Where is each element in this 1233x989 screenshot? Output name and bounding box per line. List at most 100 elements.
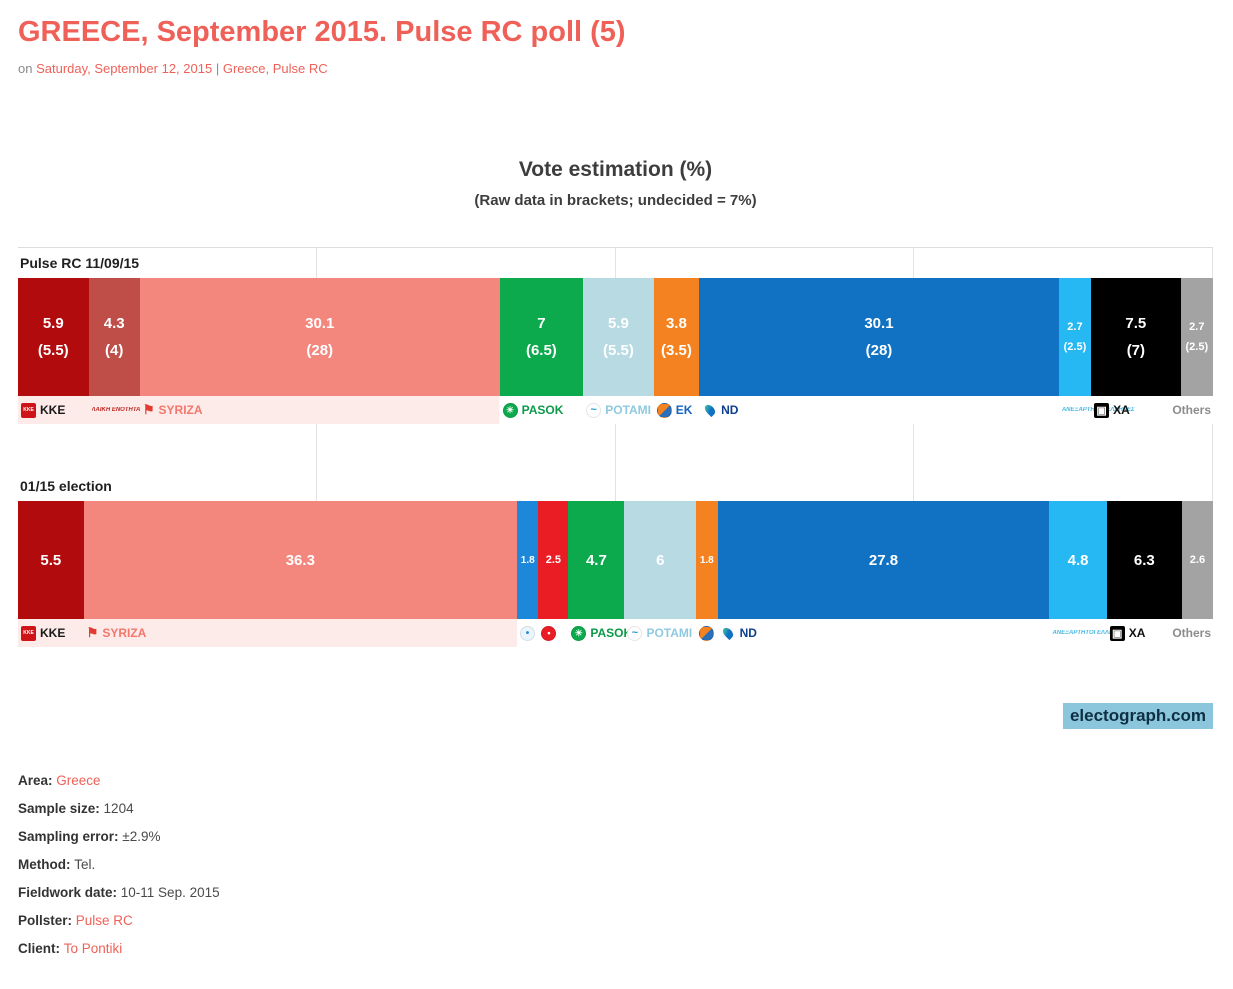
- segment-raw-value: (2.5): [1185, 340, 1209, 353]
- segment-raw-value: (2.5): [1063, 340, 1087, 353]
- detail-row-area: Area: Greece: [18, 773, 1213, 789]
- segment-value: 3.8: [665, 314, 687, 332]
- party-label-ek: EK: [654, 396, 693, 424]
- segment-raw-value: (5.5): [37, 342, 69, 360]
- detail-label: Client:: [18, 941, 64, 956]
- bar-segment-xa: 7.5 (7): [1091, 278, 1181, 396]
- bar-segment-teleia: 1.8: [517, 501, 539, 619]
- segment-value: 2.5: [545, 554, 562, 566]
- stacked-bar: 5.9 (5.5) 4.3 (4) 30.1 (28) 7 (6.5) 5.9 (5.5) 3.8 (…: [18, 278, 1213, 396]
- anel-logo-icon: ΑΝΕΞΑΡΤΗΤΟΙ ΕΛΛΗΝΕΣ: [1052, 630, 1126, 636]
- poll-details: Area: Greece Sample size: 1204 Sampling er…: [18, 773, 1213, 957]
- nd-flame-shape: [702, 402, 717, 418]
- party-label-anel: ΑΝΕΞΑΡΤΗΤΟΙ ΕΛΛΗΝΕΣ: [1049, 619, 1125, 647]
- ek-logo-icon: [699, 625, 715, 641]
- detail-value[interactable]: Greece: [56, 773, 101, 788]
- detail-label: Sample size:: [18, 801, 104, 816]
- bar-segment-nd: 30.1 (28): [699, 278, 1059, 396]
- party-label-kke: KKE KKE: [18, 619, 65, 647]
- bar-segment-nd: 27.8: [717, 501, 1050, 619]
- detail-label: Sampling error:: [18, 829, 123, 844]
- bar-segment-kke: 5.5: [18, 501, 84, 619]
- party-label-teleia: •: [517, 619, 535, 647]
- detail-row-method: Method: Tel.: [18, 857, 1213, 873]
- xa-logo-icon: ▣: [1109, 625, 1125, 641]
- potami-logo-icon: ~: [627, 625, 643, 641]
- party-label-others: Others: [1169, 396, 1211, 424]
- segment-value: 2.7: [1189, 321, 1205, 334]
- party-label-potami: ~ POTAMI: [624, 619, 692, 647]
- party-name: PASOK: [590, 626, 633, 640]
- category-link-pulse-rc[interactable]: Pulse RC: [272, 61, 328, 76]
- party-label-pasok: ☀ PASOK: [568, 619, 632, 647]
- party-label-row: KKE KKE ΛΑΪΚΗ ΕΝΟΤΗΤΑ ⚑ SYRIZA ☀ PASOK ~ POTAMI E…: [18, 396, 1213, 424]
- lae-logo-icon: ΛΑΪΚΗ ΕΝΟΤΗΤΑ: [91, 407, 141, 413]
- category-link-greece[interactable]: Greece: [222, 61, 266, 76]
- segment-value: 5.5: [40, 551, 62, 569]
- party-name: POTAMI: [605, 403, 652, 417]
- bar-segment-ek: 1.8: [696, 501, 718, 619]
- party-name: ND: [721, 403, 739, 417]
- bar-segment-anel: 4.8: [1049, 501, 1107, 619]
- bar-segment-xa: 6.3: [1106, 501, 1182, 619]
- segment-value: 27.8: [868, 551, 899, 569]
- party-label-potami: ~ POTAMI: [583, 396, 651, 424]
- bar-segment-kidiso: 2.5: [538, 501, 569, 619]
- party-label-xa: ▣ XA: [1107, 619, 1146, 647]
- detail-row-sample-size: Sample size: 1204: [18, 801, 1213, 817]
- party-name: XA: [1113, 403, 1130, 417]
- meta-separator: |: [215, 61, 220, 76]
- party-label-others: Others: [1169, 619, 1211, 647]
- segment-value: 2.6: [1189, 554, 1206, 566]
- chart-subtitle: (Raw data in brackets; undecided = 7%): [474, 192, 757, 209]
- party-label-kke: KKE KKE: [18, 396, 65, 424]
- party-name: KKE: [40, 626, 66, 640]
- detail-value: 1204: [103, 801, 134, 816]
- nd-logo-icon: [702, 402, 717, 418]
- segment-value: 2.7: [1067, 321, 1083, 334]
- segment-value: 36.3: [285, 551, 315, 569]
- bar-segment-others: 2.6: [1181, 501, 1213, 619]
- xa-logo-icon: ▣: [1094, 402, 1110, 418]
- segment-raw-value: (28): [306, 342, 334, 360]
- pasok-logo-icon: ☀: [571, 625, 587, 641]
- detail-value[interactable]: To Pontiki: [63, 941, 123, 956]
- poll-bar-block-1: Pulse RC 11/09/15 5.9 (5.5) 4.3 (4) 30.1 (28) 7…: [18, 248, 1213, 424]
- party-label-syriza: ⚑ SYRIZA: [140, 396, 203, 424]
- segment-raw-value: (4): [105, 342, 124, 360]
- segment-value: 30.1: [305, 314, 335, 332]
- bar-segment-syriza: 36.3: [83, 501, 517, 619]
- party-name: Others: [1172, 403, 1211, 417]
- party-name: SYRIZA: [158, 403, 203, 417]
- segment-value: 4.3: [103, 314, 125, 332]
- segment-value: 5.9: [42, 314, 64, 332]
- bar-row-title: Pulse RC 11/09/15: [20, 255, 140, 271]
- detail-label: Pollster:: [18, 913, 76, 928]
- segment-raw-value: (6.5): [525, 342, 557, 360]
- party-name: EK: [675, 403, 693, 417]
- party-name: XA: [1128, 626, 1146, 640]
- bar-segment-pasok: 4.7: [568, 501, 625, 619]
- detail-value: ±2.9%: [122, 829, 161, 844]
- detail-value[interactable]: Pulse RC: [75, 913, 133, 928]
- segment-value: 7: [537, 314, 546, 332]
- party-label-kidiso: •: [538, 619, 557, 647]
- post-date-link[interactable]: Saturday, September 12, 2015: [36, 61, 213, 76]
- bar-segment-ek: 3.8 (3.5): [653, 278, 700, 396]
- segment-value: 6.3: [1133, 551, 1155, 569]
- nd-logo-icon: [720, 625, 736, 641]
- segment-raw-value: (3.5): [660, 342, 692, 360]
- meta-prefix: on: [18, 61, 33, 76]
- kke-logo-icon: KKE: [21, 625, 36, 641]
- teleia-logo-icon: •: [520, 625, 535, 641]
- bar-row-title: 01/15 election: [20, 478, 112, 494]
- party-label-xa: ▣ XA: [1091, 396, 1130, 424]
- chart-title: Vote estimation (%): [518, 158, 713, 181]
- bar-segment-potami: 6: [624, 501, 697, 619]
- potami-logo-icon: ~: [586, 402, 602, 418]
- segment-raw-value: (28): [865, 342, 893, 360]
- gridline-50pct: [614, 248, 616, 647]
- segment-value: 1.8: [699, 554, 714, 566]
- plot-area: Pulse RC 11/09/15 5.9 (5.5) 4.3 (4) 30.1 (28) 7…: [18, 247, 1213, 647]
- syriza-logo-icon: ⚑: [86, 625, 99, 640]
